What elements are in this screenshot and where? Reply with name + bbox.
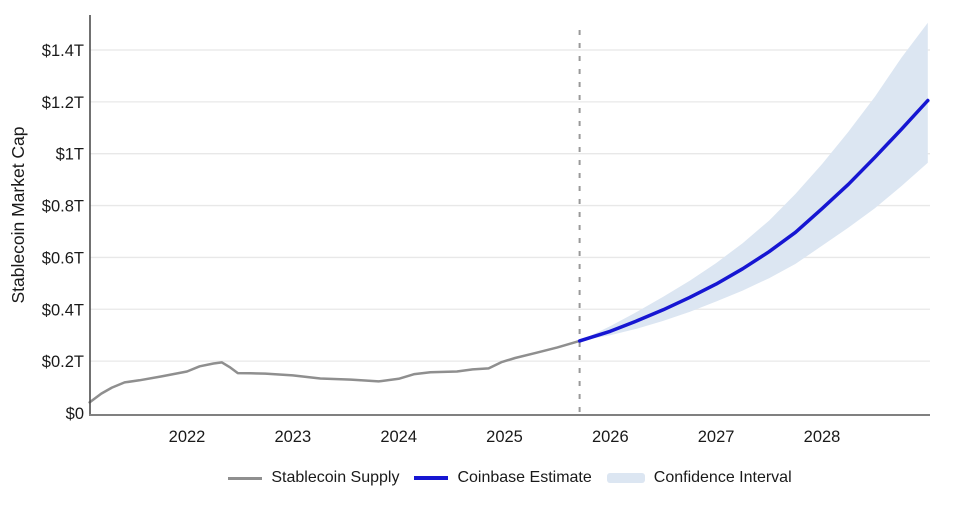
x-tick-label: 2022: [169, 428, 206, 446]
x-tick-label: 2028: [804, 428, 841, 446]
y-tick-label: $1.4T: [42, 42, 84, 60]
legend-item-confidence-interval[interactable]: Confidence Interval: [606, 469, 792, 487]
y-tick-label: $1.2T: [42, 94, 84, 112]
confidence-band-group: [579, 22, 928, 341]
legend-item-stablecoin-supply[interactable]: Stablecoin Supply: [228, 469, 399, 487]
y-tick-label: $1T: [56, 146, 84, 164]
y-tick-labels: $0 $0.2T $0.4T $0.6T $0.8T $1T $1.2T $1.4T: [42, 42, 84, 423]
chart-legend: Stablecoin Supply Coinbase Estimate Conf…: [90, 466, 930, 490]
x-tick-label: 2024: [380, 428, 417, 446]
coinbase-estimate-line: [577, 98, 930, 343]
y-axis-title: Stablecoin Market Cap: [8, 126, 28, 303]
legend-label-stablecoin-supply: Stablecoin Supply: [271, 469, 400, 486]
legend-label-confidence-interval: Confidence Interval: [653, 469, 792, 486]
legend-label-coinbase-estimate: Coinbase Estimate: [457, 469, 592, 486]
x-tick-label: 2025: [486, 428, 523, 446]
y-tick-label: $0.8T: [42, 198, 84, 216]
legend-item-coinbase-estimate[interactable]: Coinbase Estimate: [414, 469, 592, 487]
y-tick-label: $0.6T: [42, 249, 84, 267]
stablecoin-supply-line-swatch: [228, 476, 263, 480]
x-tick-label: 2026: [592, 428, 629, 446]
x-tick-label: 2023: [274, 428, 311, 446]
x-tick-labels: 2022 2023 2024 2025 2026 2027 2028: [169, 428, 841, 446]
axes: [89, 15, 930, 416]
confidence-interval-swatch: [606, 473, 645, 483]
gridlines: [90, 49, 930, 362]
stablecoin-market-cap-chart: $0 $0.2T $0.4T $0.6T $0.8T $1T $1.2T $1.4T 2022…: [8, 15, 930, 486]
stablecoin-supply-line: [88, 339, 581, 404]
confidence-band: [579, 22, 928, 341]
y-tick-label: $0: [66, 405, 84, 423]
chart-plot-area: $0 $0.2T $0.4T $0.6T $0.8T $1T $1.2T $1.4T 2022…: [8, 15, 930, 446]
series-lines: [88, 98, 930, 404]
y-tick-label: $0.2T: [42, 353, 84, 371]
y-tick-label: $0.4T: [42, 301, 84, 319]
coinbase-estimate-line-swatch: [414, 476, 449, 480]
x-tick-label: 2027: [698, 428, 735, 446]
